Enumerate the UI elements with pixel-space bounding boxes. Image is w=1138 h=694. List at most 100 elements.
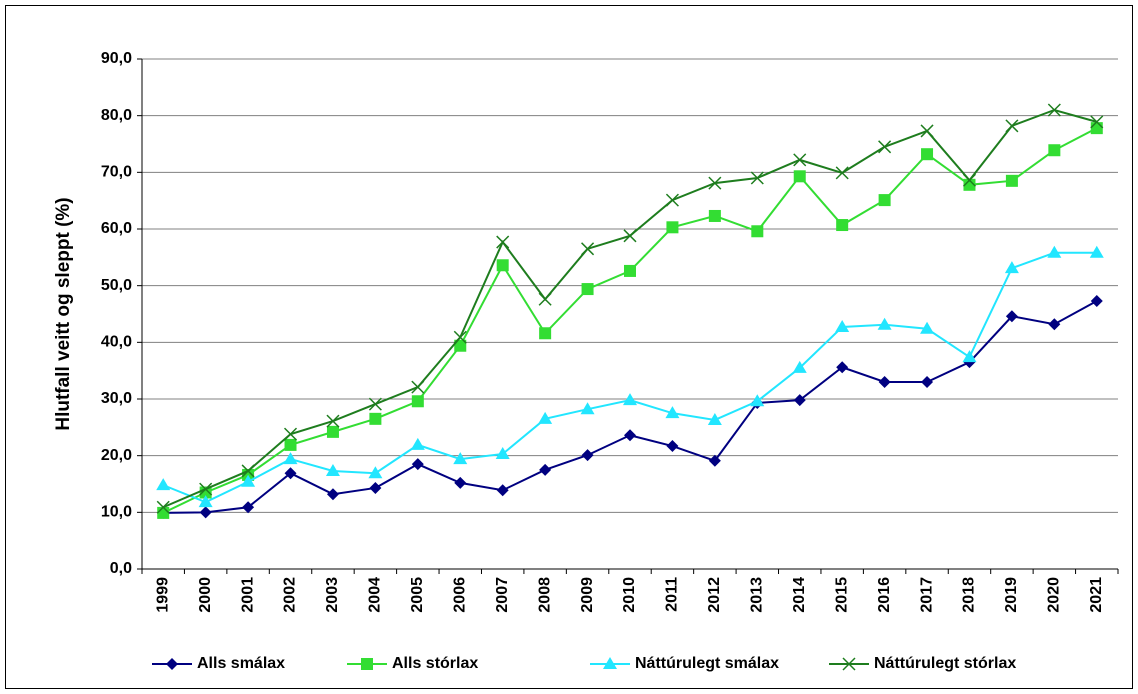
legend-label: Alls stórlax <box>392 655 478 672</box>
marker <box>410 437 425 450</box>
marker <box>666 221 679 234</box>
marker <box>836 361 849 374</box>
marker <box>368 466 383 479</box>
x-tick-label: 2018 <box>961 577 978 613</box>
marker <box>1005 119 1019 133</box>
legend-label: Alls smálax <box>197 655 285 672</box>
marker <box>750 394 765 407</box>
marker <box>1005 310 1018 323</box>
x-tick-label: 2019 <box>1003 577 1020 613</box>
marker <box>539 327 552 340</box>
marker <box>581 242 595 256</box>
marker <box>538 411 553 424</box>
marker <box>877 317 892 330</box>
marker <box>793 170 806 183</box>
legend-label: Náttúrulegt stórlax <box>874 655 1016 672</box>
marker <box>623 229 637 243</box>
marker <box>623 393 637 406</box>
marker <box>1090 115 1104 129</box>
marker <box>921 376 934 388</box>
marker <box>624 264 636 277</box>
marker <box>835 166 849 180</box>
marker <box>538 292 552 306</box>
marker <box>836 219 849 232</box>
marker <box>793 153 807 167</box>
marker <box>708 176 722 190</box>
marker <box>411 395 424 408</box>
marker <box>665 193 679 207</box>
marker <box>326 425 339 438</box>
marker <box>1004 261 1019 274</box>
marker <box>411 458 424 471</box>
marker <box>581 283 594 296</box>
y-tick-label: 40,0 <box>101 334 132 351</box>
legend-label: Náttúrulegt smálax <box>635 655 779 672</box>
marker <box>1048 144 1061 157</box>
x-tick-label: 2016 <box>876 577 893 613</box>
marker <box>369 412 382 425</box>
x-tick-label: 2001 <box>239 577 256 613</box>
marker <box>920 124 934 138</box>
y-tick-label: 10,0 <box>101 504 132 521</box>
x-tick-label: 2013 <box>749 577 766 613</box>
marker <box>539 463 552 476</box>
x-tick-label: 2005 <box>409 577 426 613</box>
chart-border <box>5 5 1133 689</box>
marker <box>962 173 977 187</box>
x-tick-label: 2007 <box>494 577 511 613</box>
y-tick-label: 60,0 <box>101 220 132 237</box>
marker <box>1047 245 1062 258</box>
marker <box>842 657 856 671</box>
marker <box>750 171 764 185</box>
marker <box>1090 122 1103 135</box>
x-tick-label: 1999 <box>154 577 171 613</box>
y-tick-label: 50,0 <box>101 277 132 294</box>
marker <box>199 506 212 519</box>
x-tick-label: 2012 <box>706 577 723 613</box>
marker <box>962 350 977 363</box>
marker <box>454 476 467 489</box>
marker <box>326 488 339 501</box>
marker <box>241 464 255 478</box>
marker <box>241 474 256 487</box>
x-tick-label: 2017 <box>918 577 935 613</box>
x-tick-label: 2014 <box>791 577 808 613</box>
marker <box>157 506 170 519</box>
marker <box>1089 245 1104 258</box>
marker <box>1048 318 1061 331</box>
marker <box>166 658 178 670</box>
marker <box>453 330 467 344</box>
x-tick-label: 2006 <box>451 577 468 613</box>
y-tick-label: 30,0 <box>101 390 132 407</box>
marker <box>581 449 594 462</box>
marker <box>284 438 297 451</box>
y-tick-label: 0,0 <box>110 560 132 577</box>
y-tick-label: 80,0 <box>101 107 132 124</box>
marker <box>878 140 892 154</box>
x-tick-label: 2021 <box>1088 577 1105 613</box>
marker <box>603 657 617 669</box>
marker <box>156 478 171 491</box>
x-tick-label: 2004 <box>367 577 384 613</box>
marker <box>878 194 891 207</box>
x-tick-label: 2002 <box>282 577 299 613</box>
marker <box>751 225 764 238</box>
marker <box>665 406 680 419</box>
marker <box>361 658 373 670</box>
marker <box>242 501 255 514</box>
x-tick-label: 2000 <box>197 577 214 613</box>
marker <box>453 452 468 465</box>
marker <box>411 380 425 394</box>
marker <box>580 402 595 415</box>
marker <box>792 360 807 373</box>
marker <box>368 397 382 411</box>
marker <box>878 376 891 388</box>
marker <box>325 463 340 476</box>
marker <box>707 412 722 425</box>
marker <box>495 446 510 459</box>
marker <box>496 259 509 272</box>
marker <box>793 394 806 407</box>
x-tick-label: 2010 <box>621 577 638 613</box>
marker <box>369 481 382 494</box>
